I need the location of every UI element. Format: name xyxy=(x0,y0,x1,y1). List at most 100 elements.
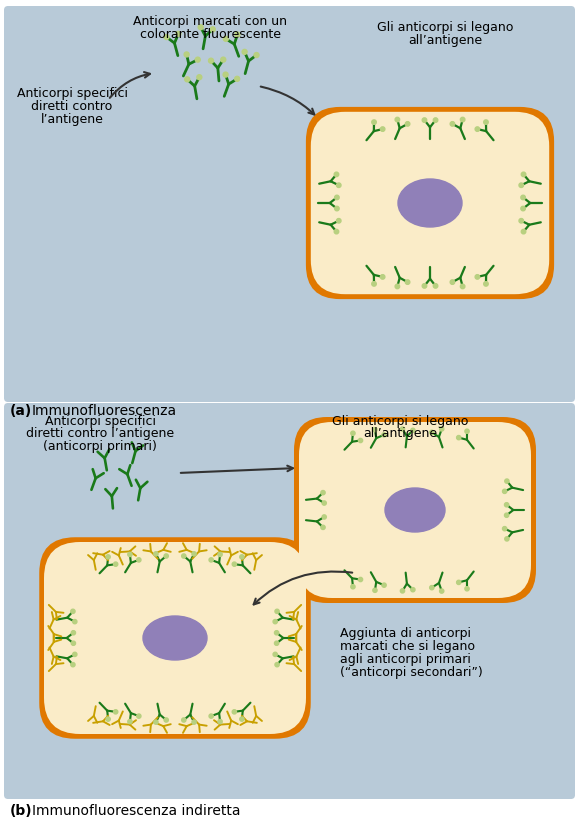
Circle shape xyxy=(232,710,236,714)
Circle shape xyxy=(380,128,385,132)
Circle shape xyxy=(71,631,75,635)
Circle shape xyxy=(430,431,434,435)
Text: Anticorpi specifici: Anticorpi specifici xyxy=(16,88,127,100)
Circle shape xyxy=(164,554,168,558)
Circle shape xyxy=(182,718,186,722)
Circle shape xyxy=(422,118,427,123)
Circle shape xyxy=(71,662,75,667)
Circle shape xyxy=(521,230,526,234)
Circle shape xyxy=(503,489,507,493)
Circle shape xyxy=(240,717,244,721)
Circle shape xyxy=(197,75,202,80)
Circle shape xyxy=(192,720,196,724)
Circle shape xyxy=(504,503,509,508)
Circle shape xyxy=(335,207,339,211)
Circle shape xyxy=(503,527,507,531)
Circle shape xyxy=(71,609,75,614)
FancyBboxPatch shape xyxy=(306,108,554,300)
Circle shape xyxy=(218,720,222,724)
Circle shape xyxy=(475,275,479,280)
Circle shape xyxy=(113,710,118,714)
Text: diretti contro: diretti contro xyxy=(31,100,113,113)
Circle shape xyxy=(439,590,444,594)
Text: (“anticorpi secondari”): (“anticorpi secondari”) xyxy=(340,666,483,679)
Circle shape xyxy=(430,586,434,590)
Circle shape xyxy=(71,642,75,646)
FancyBboxPatch shape xyxy=(294,417,536,604)
Circle shape xyxy=(335,196,339,200)
Circle shape xyxy=(411,429,415,433)
Text: all’antigene: all’antigene xyxy=(363,427,437,440)
Text: diretti contro l’antigene: diretti contro l’antigene xyxy=(26,427,174,440)
Text: Immunofluorescenza: Immunofluorescenza xyxy=(32,403,177,417)
Circle shape xyxy=(351,585,355,590)
Circle shape xyxy=(400,427,405,431)
Circle shape xyxy=(209,558,213,562)
Circle shape xyxy=(73,619,77,624)
Text: (anticorpi primari): (anticorpi primari) xyxy=(43,440,157,453)
Circle shape xyxy=(372,121,376,125)
Circle shape xyxy=(504,513,509,518)
FancyBboxPatch shape xyxy=(4,403,575,799)
Circle shape xyxy=(235,33,240,38)
Circle shape xyxy=(475,128,479,132)
Ellipse shape xyxy=(143,616,207,660)
Circle shape xyxy=(439,427,444,431)
Circle shape xyxy=(106,717,110,721)
Circle shape xyxy=(395,118,400,123)
Circle shape xyxy=(274,631,278,635)
Circle shape xyxy=(457,436,461,440)
Circle shape xyxy=(358,439,362,443)
Circle shape xyxy=(351,431,355,436)
Circle shape xyxy=(273,652,277,657)
Circle shape xyxy=(422,284,427,289)
Circle shape xyxy=(242,51,247,55)
Circle shape xyxy=(334,230,339,234)
Circle shape xyxy=(128,720,132,724)
Circle shape xyxy=(382,583,386,588)
Circle shape xyxy=(137,558,141,562)
Circle shape xyxy=(218,552,222,557)
Circle shape xyxy=(373,589,377,593)
Circle shape xyxy=(164,718,168,722)
Circle shape xyxy=(433,284,438,289)
Circle shape xyxy=(405,281,410,285)
Circle shape xyxy=(336,184,341,188)
Circle shape xyxy=(223,73,228,78)
Circle shape xyxy=(232,562,236,566)
Circle shape xyxy=(185,78,190,83)
Circle shape xyxy=(184,53,189,58)
Text: all’antigene: all’antigene xyxy=(408,33,482,46)
Circle shape xyxy=(274,642,278,646)
Circle shape xyxy=(154,720,158,724)
Circle shape xyxy=(450,123,455,127)
Circle shape xyxy=(154,552,158,556)
Text: Aggiunta di anticorpi: Aggiunta di anticorpi xyxy=(340,627,471,640)
Circle shape xyxy=(322,515,327,519)
Circle shape xyxy=(234,77,240,82)
Circle shape xyxy=(223,37,228,42)
Circle shape xyxy=(460,285,465,289)
Text: l’antigene: l’antigene xyxy=(41,113,104,127)
Circle shape xyxy=(521,173,526,177)
FancyBboxPatch shape xyxy=(299,422,531,599)
FancyBboxPatch shape xyxy=(39,537,311,739)
Circle shape xyxy=(483,282,488,286)
FancyBboxPatch shape xyxy=(311,113,549,295)
FancyBboxPatch shape xyxy=(44,542,306,734)
Circle shape xyxy=(405,123,410,127)
Circle shape xyxy=(465,587,469,591)
Circle shape xyxy=(373,428,377,432)
Circle shape xyxy=(176,32,181,37)
Circle shape xyxy=(275,609,279,614)
Circle shape xyxy=(521,196,525,200)
Circle shape xyxy=(182,554,186,558)
Circle shape xyxy=(334,173,339,177)
Circle shape xyxy=(275,662,279,667)
Circle shape xyxy=(322,501,327,506)
Circle shape xyxy=(395,285,400,289)
Circle shape xyxy=(221,58,226,63)
Text: Anticorpi marcati con un: Anticorpi marcati con un xyxy=(133,14,287,27)
Circle shape xyxy=(411,588,415,592)
Circle shape xyxy=(358,578,362,582)
